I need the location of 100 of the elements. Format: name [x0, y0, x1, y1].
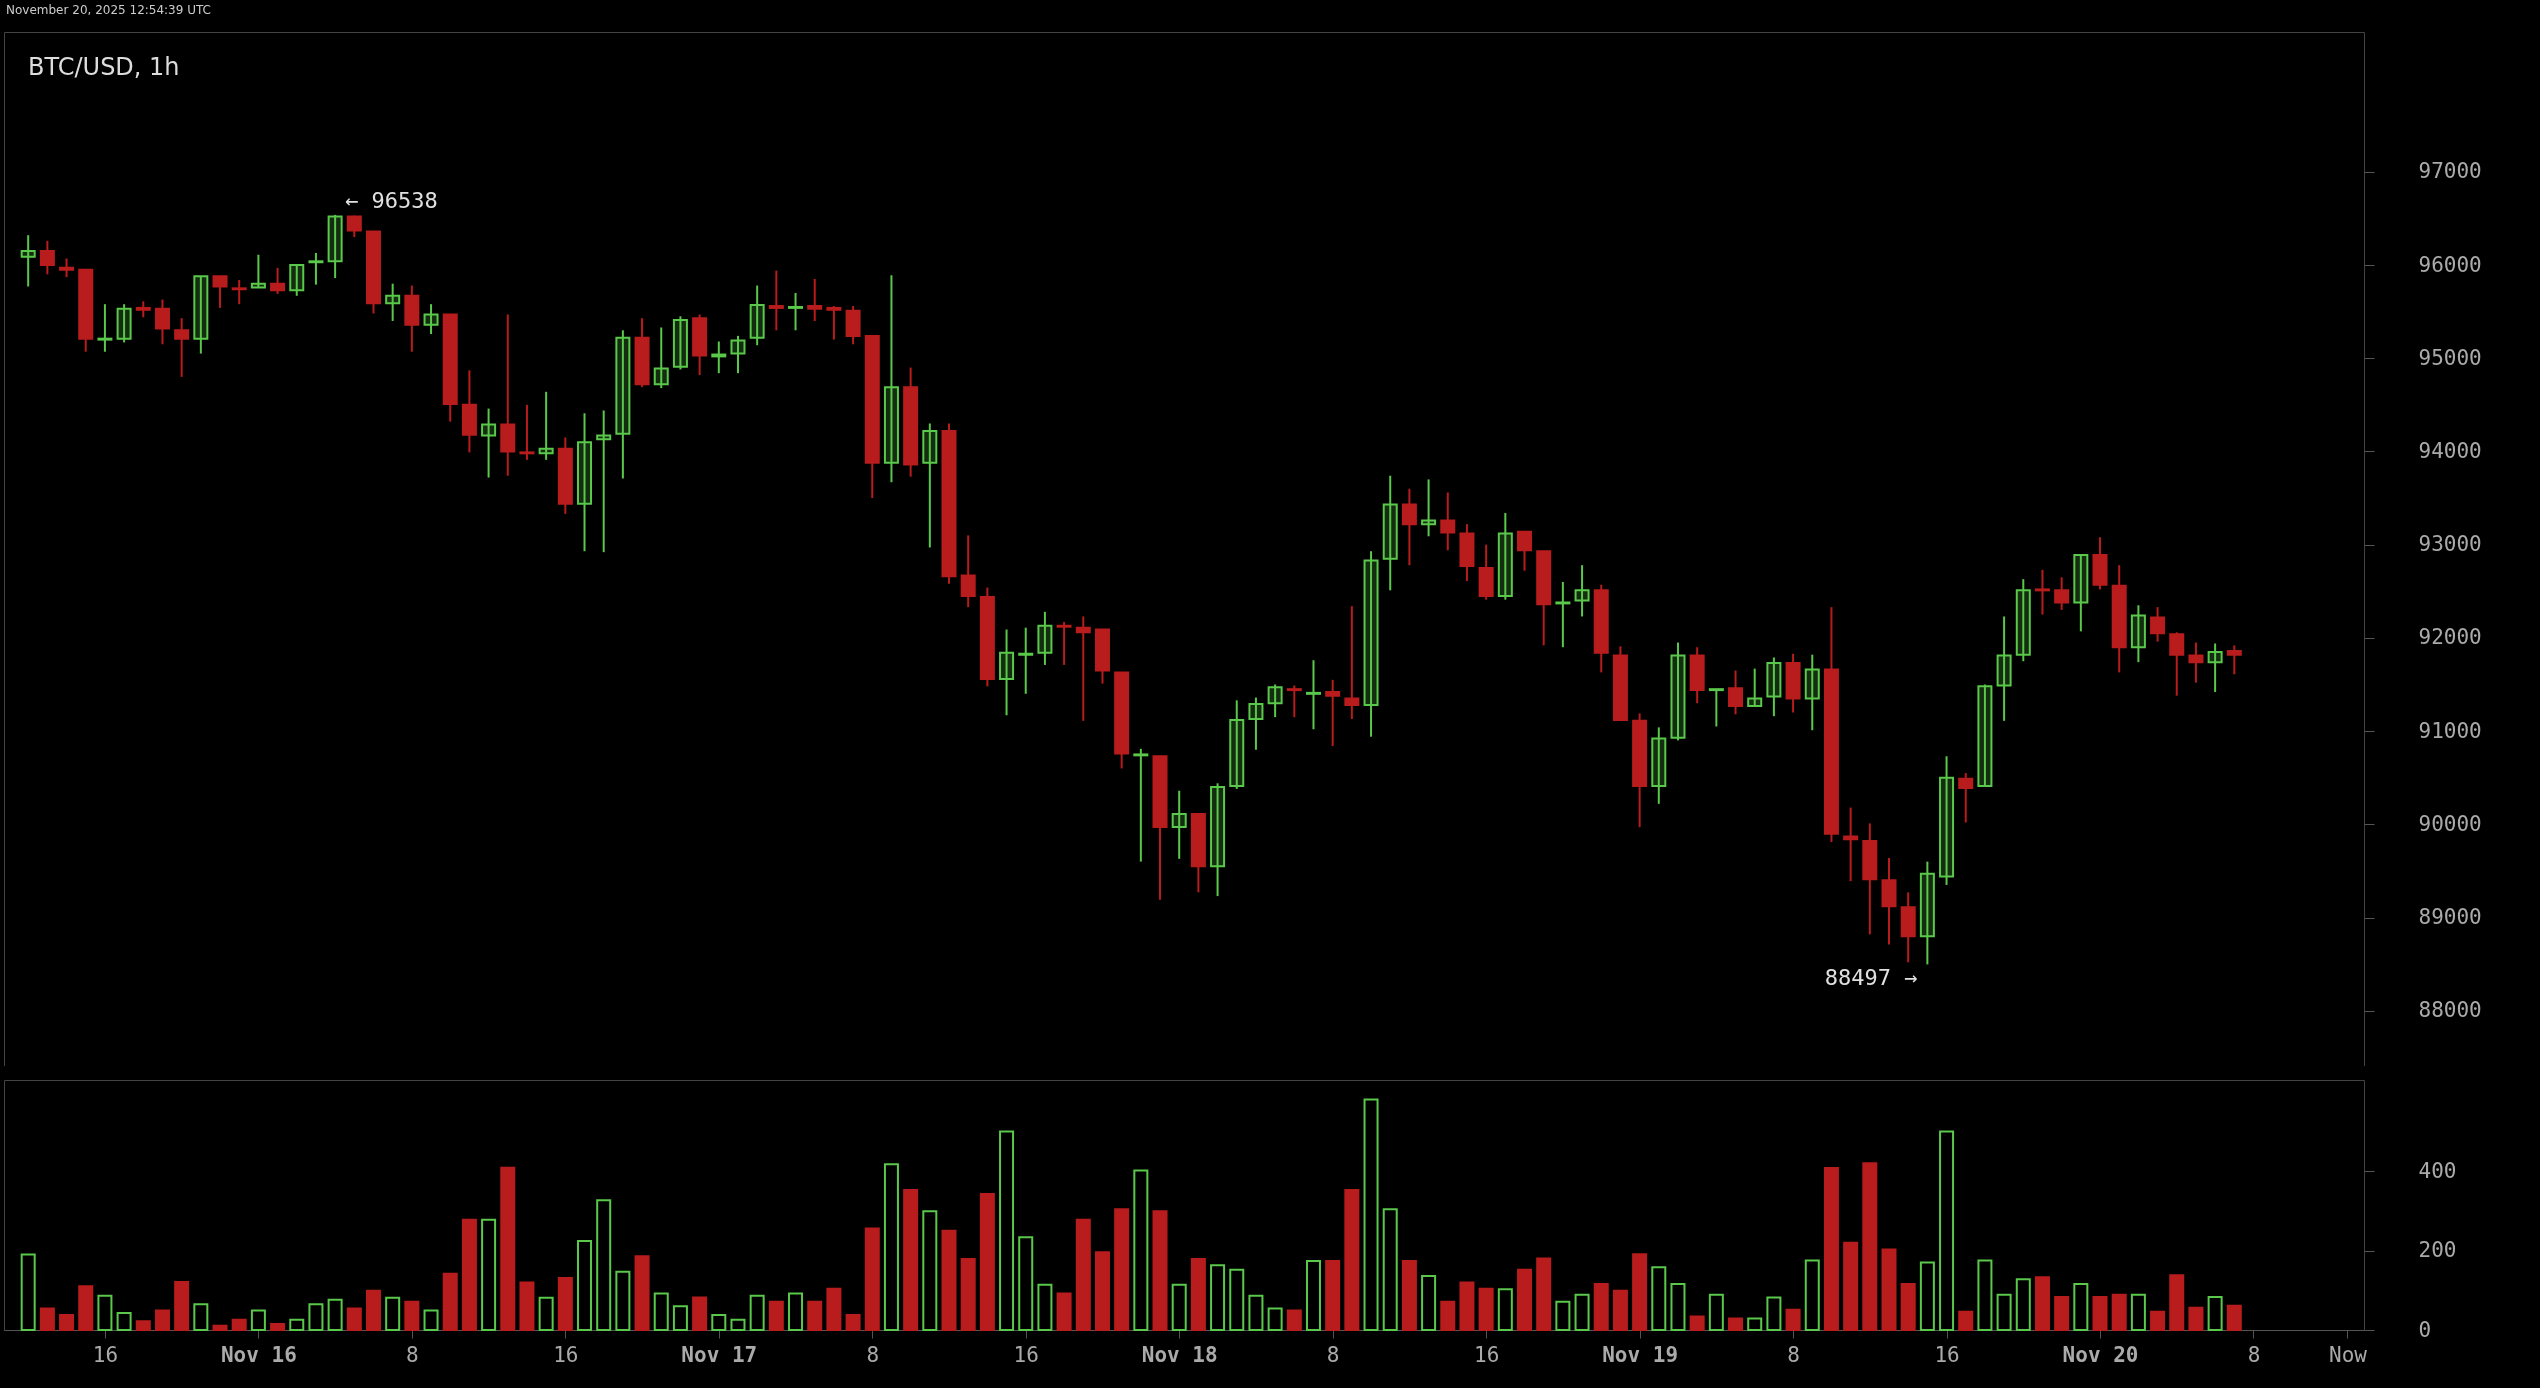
candlestick: [212, 275, 228, 309]
candlestick: [2015, 578, 2031, 663]
bar: [1689, 1315, 1705, 1331]
bar: [1286, 1309, 1302, 1331]
bar: [461, 1218, 477, 1331]
candlestick: [1939, 755, 1955, 886]
bar: [979, 1192, 995, 1331]
bar: [1517, 1268, 1533, 1331]
bar: [2111, 1293, 2127, 1331]
candlestick: [1708, 688, 1724, 728]
candlestick: [577, 412, 593, 553]
annotation: 88497 →: [1824, 965, 1918, 991]
bar: [1958, 1310, 1974, 1331]
bar: [1843, 1241, 1859, 1331]
candlestick: [960, 534, 976, 609]
x-tick-label: Nov 20: [2062, 1342, 2139, 1367]
x-tick-label: Nov 18: [1141, 1342, 1218, 1367]
bar: [2054, 1296, 2070, 1331]
candlestick: [2073, 553, 2089, 633]
bar: [59, 1313, 75, 1331]
candlestick: [519, 403, 535, 461]
bar: [519, 1281, 535, 1331]
candlestick: [1651, 726, 1667, 805]
bar: [154, 1309, 170, 1331]
candlestick: [308, 251, 324, 286]
bar: [864, 1227, 880, 1331]
bar: [826, 1287, 842, 1331]
bar: [1478, 1287, 1494, 1331]
candlestick: [807, 278, 823, 322]
candlestick: [423, 303, 439, 336]
bar: [78, 1285, 94, 1331]
bar: [1459, 1281, 1475, 1331]
candlestick: [2034, 568, 2050, 616]
bar: [1881, 1248, 1897, 1331]
candlestick: [1267, 683, 1283, 719]
bar: [1152, 1210, 1168, 1331]
candlestick: [2150, 606, 2166, 643]
bar: [1728, 1317, 1744, 1331]
candlestick: [1574, 564, 1590, 618]
candlestick: [1843, 806, 1859, 883]
candlestick: [1919, 860, 1935, 966]
candlestick: [768, 269, 784, 332]
x-tick-label: Nov 19: [1602, 1342, 1679, 1367]
candlestick: [538, 390, 554, 461]
bar: [1612, 1289, 1628, 1331]
candlestick: [1363, 550, 1379, 738]
bar: [1862, 1162, 1878, 1331]
candlestick: [327, 213, 343, 280]
candlestick: [481, 407, 497, 479]
y-tick-label: 93000: [2418, 532, 2482, 557]
y-tick-label: 200: [2418, 1238, 2457, 1263]
y-tick-label: 400: [2418, 1158, 2457, 1183]
candlestick: [1958, 772, 1974, 824]
text: November 20, 2025 12:54:39 UTC: [6, 3, 211, 19]
candlestick: [1401, 487, 1417, 567]
bar: [634, 1255, 650, 1331]
bar: [1593, 1282, 1609, 1331]
bar: [2092, 1296, 2108, 1331]
candlestick: [2188, 641, 2204, 684]
candlestick: [1210, 782, 1226, 898]
candlestick: [672, 315, 688, 371]
annotation: ← 96538: [345, 187, 438, 213]
candlestick: [749, 284, 765, 347]
candlestick: [596, 409, 612, 554]
x-tick-label: 16: [92, 1342, 119, 1367]
bar: [2188, 1306, 2204, 1331]
candlestick: [826, 305, 842, 341]
candlestick: [1018, 626, 1034, 695]
candlestick: [1747, 667, 1763, 707]
candlestick: [1037, 610, 1053, 666]
candlestick: [2169, 631, 2185, 697]
x-tick-label: 8: [866, 1342, 880, 1367]
candlestick: [39, 239, 55, 276]
candlestick: [116, 303, 132, 344]
bar: [1094, 1251, 1110, 1331]
candlestick: [2130, 604, 2146, 664]
bar: [2150, 1310, 2166, 1331]
candlestick: [1977, 683, 1993, 788]
candlestick: [788, 292, 804, 332]
candlestick: [1996, 615, 2012, 722]
candlestick: [1382, 474, 1398, 592]
candlestick: [1766, 656, 1782, 718]
candlestick: [250, 253, 266, 289]
y-tick-label: 95000: [2418, 345, 2482, 370]
bar: [346, 1307, 362, 1331]
candlestick: [270, 266, 286, 295]
candlestick: [1804, 653, 1820, 732]
bar: [2169, 1274, 2185, 1331]
candlestick: [20, 234, 36, 288]
bar: [692, 1296, 708, 1331]
y-tick-label: 94000: [2418, 438, 2482, 463]
candlestick: [154, 298, 170, 346]
bar: [941, 1229, 957, 1331]
bar: [1401, 1259, 1417, 1331]
candlestick: [97, 303, 113, 353]
bar: [2226, 1304, 2242, 1331]
y-tick-label: 96000: [2418, 252, 2482, 277]
bar: [1536, 1257, 1552, 1331]
x-tick-label: Now: [2329, 1342, 2368, 1367]
candlestick: [193, 275, 209, 355]
